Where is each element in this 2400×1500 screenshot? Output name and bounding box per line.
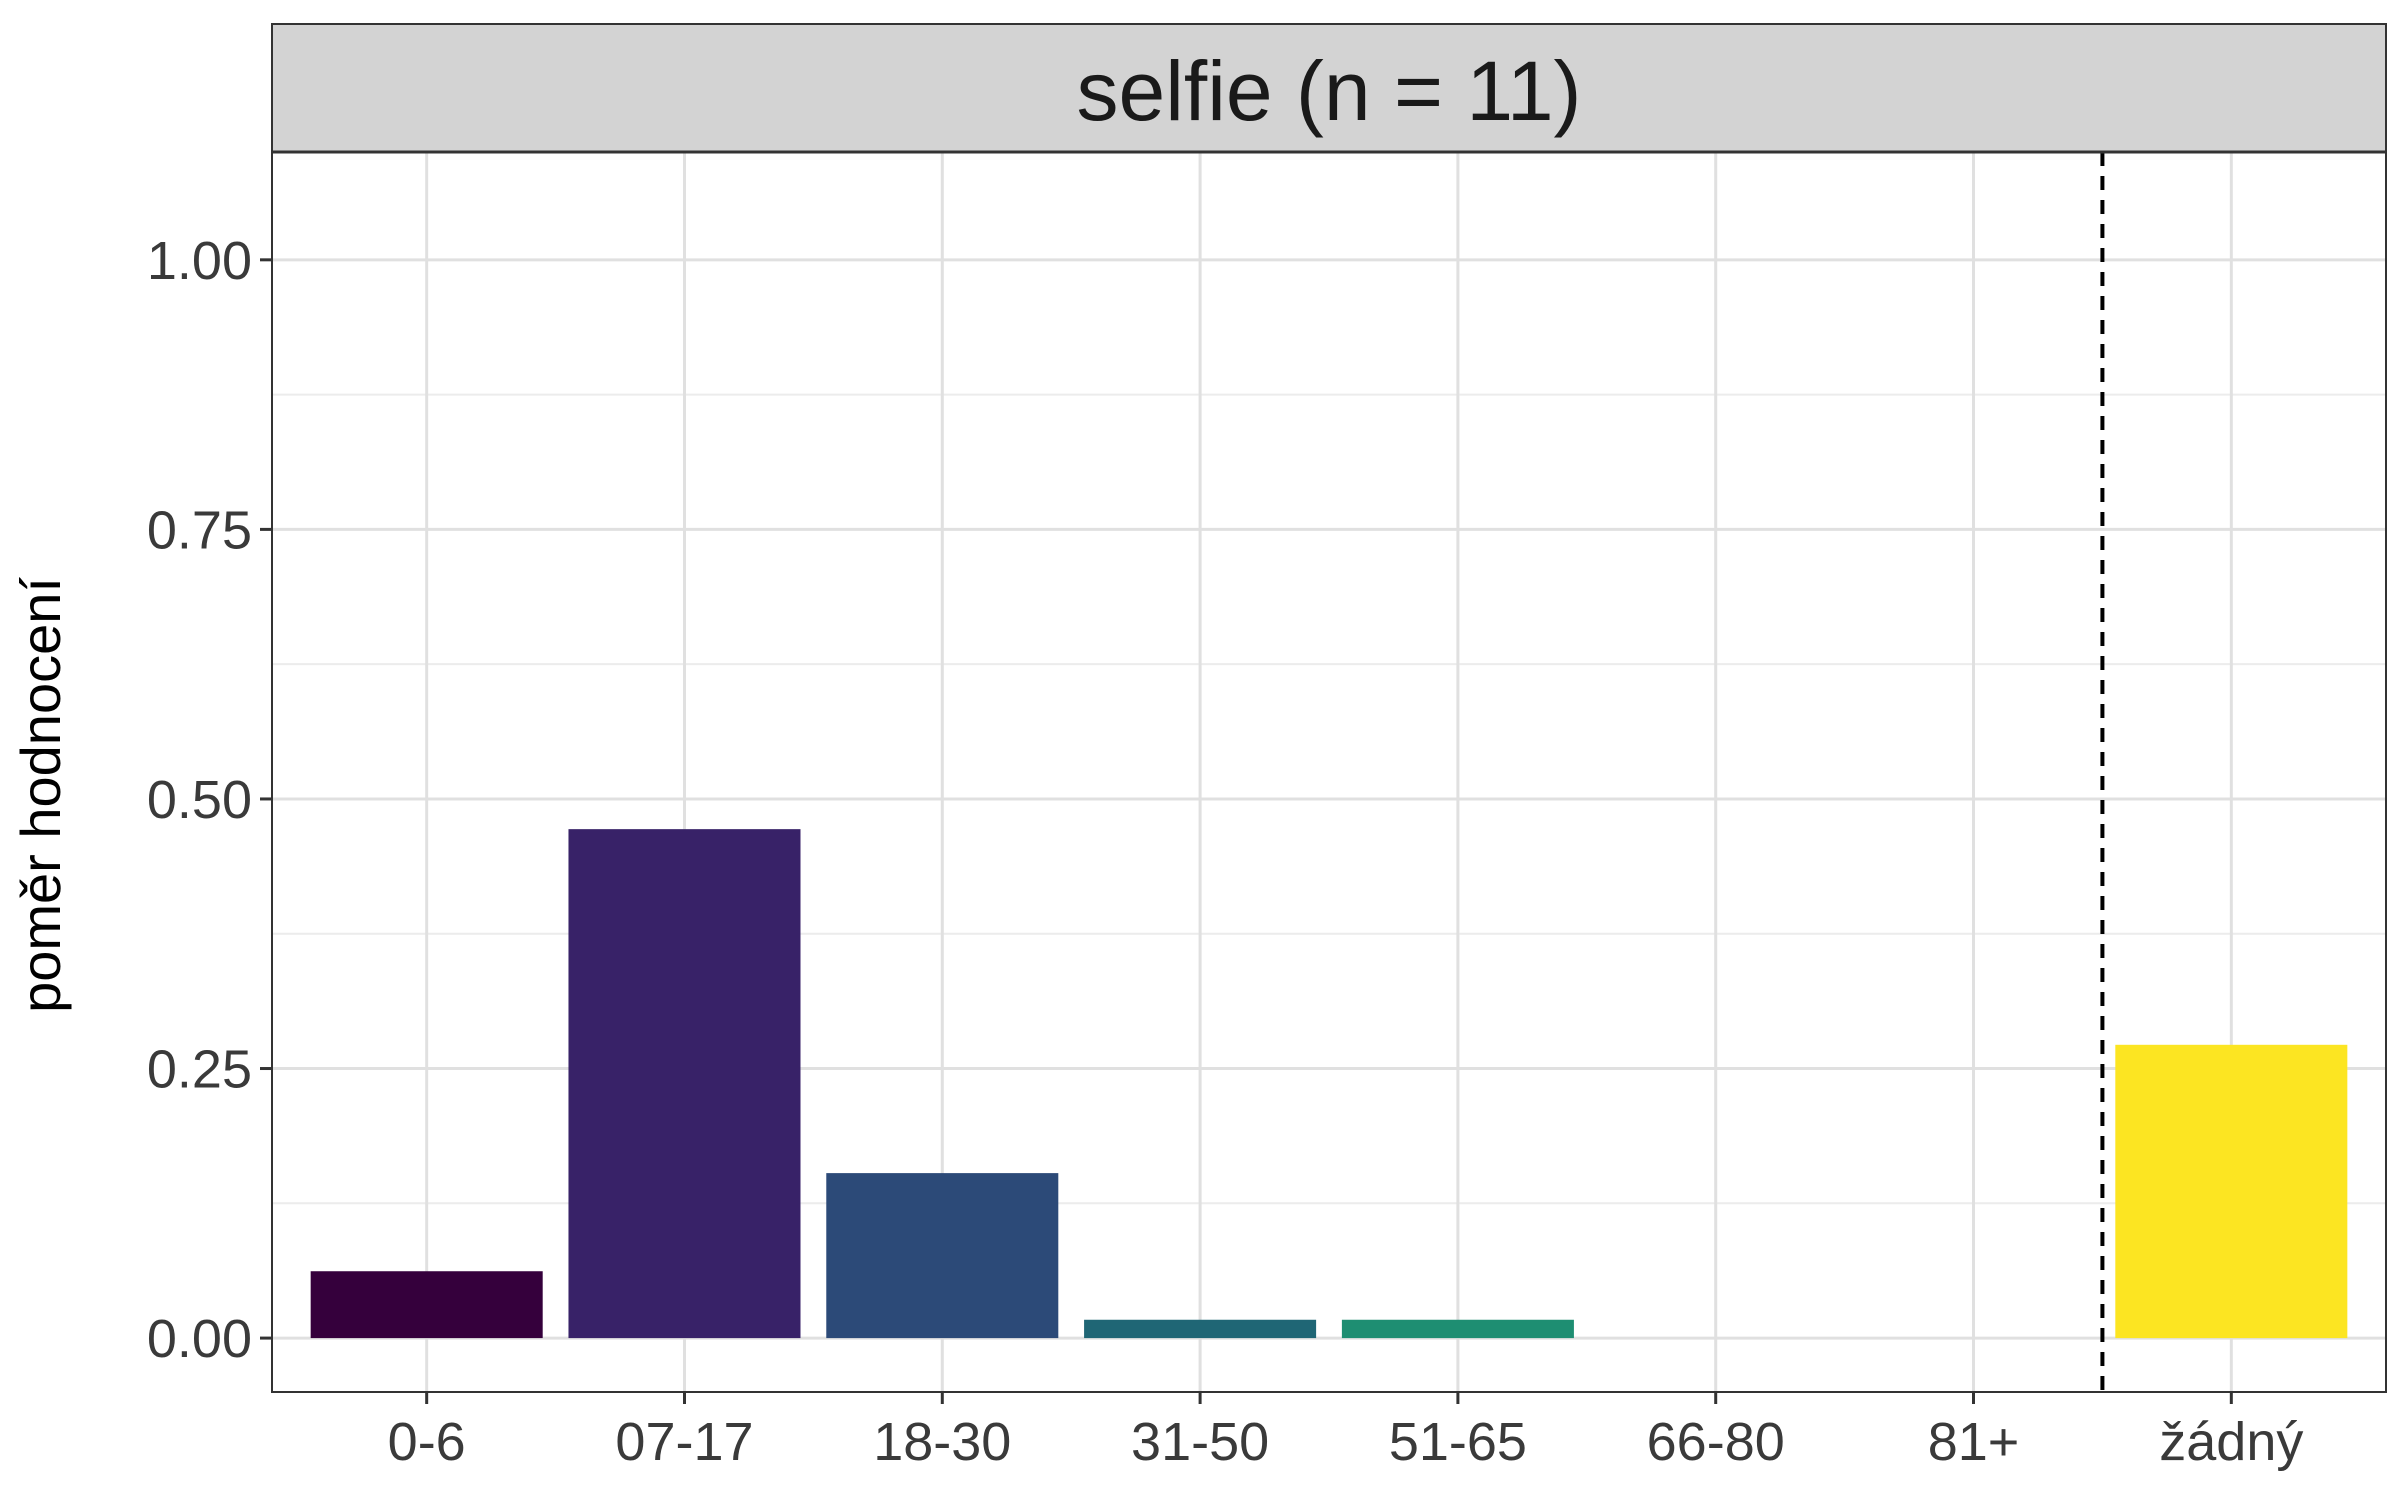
y-tick-label: 0.00: [147, 1309, 252, 1369]
y-tick-label: 1.00: [147, 231, 252, 291]
x-tick-label: žádný: [2159, 1412, 2303, 1472]
y-tick-label: 0.50: [147, 770, 252, 830]
bar-07-17: [568, 829, 801, 1339]
facet-strip: selfie (n = 11): [271, 23, 2387, 154]
bar-51-65: [1341, 1319, 1574, 1339]
y-tick-label: 0.25: [147, 1040, 252, 1100]
bar-31-50: [1084, 1319, 1317, 1339]
x-tick-label: 51-65: [1389, 1412, 1527, 1472]
x-tick-label: 07-17: [615, 1412, 753, 1472]
plot-area: 0.00 0.25 0.50 0.75 1.00 0-6 07-17 18-30 31-50 51…: [147, 151, 2387, 1472]
x-tick-label: 0-6: [388, 1412, 466, 1472]
bar-žádný: [2115, 1044, 2348, 1339]
x-tick-label: 18-30: [873, 1412, 1011, 1472]
bar-0-6: [310, 1271, 543, 1339]
x-tick-label: 66-80: [1647, 1412, 1785, 1472]
x-tick-label: 81+: [1928, 1412, 2020, 1472]
y-axis-title: poměr hodnocení: [9, 577, 72, 1013]
bar-18-30: [826, 1173, 1059, 1339]
x-tick-label: 31-50: [1131, 1412, 1269, 1472]
chart-title: selfie (n = 11): [1076, 44, 1581, 138]
y-tick-label: 0.75: [147, 500, 252, 560]
